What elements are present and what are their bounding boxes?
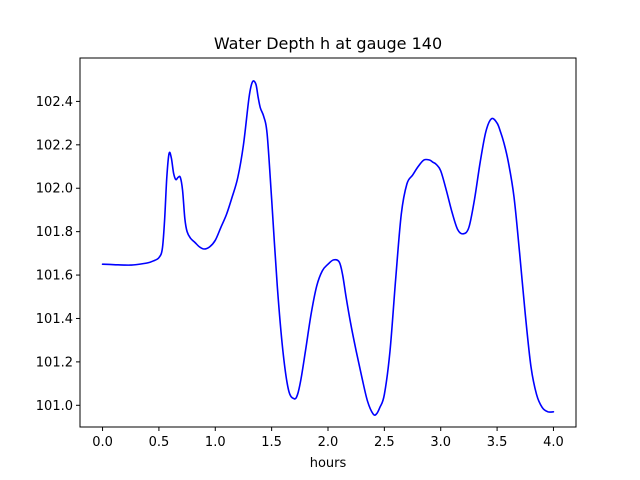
x-tick-label: 3.0 xyxy=(430,435,451,450)
x-tick-label: 1.0 xyxy=(205,435,226,450)
y-tick-label: 101.4 xyxy=(36,312,73,327)
plot-series-group xyxy=(101,80,555,417)
chart-title: Water Depth h at gauge 140 xyxy=(214,34,442,53)
x-axis: 0.0 0.5 1.0 1.5 2.0 2.5 3.0 3.5 4.0 xyxy=(92,427,564,450)
y-axis: 101.0 101.2 101.4 101.6 101.8 102.0 102.2 102.4 xyxy=(36,95,80,414)
x-tick-label: 2.0 xyxy=(318,435,339,450)
x-tick-label: 1.5 xyxy=(261,435,282,450)
y-tick-label: 101.8 xyxy=(36,225,73,240)
y-tick-label: 102.0 xyxy=(36,182,73,197)
x-tick-label: 0.5 xyxy=(149,435,170,450)
y-tick-label: 101.0 xyxy=(36,399,73,414)
x-axis-label: hours xyxy=(310,456,347,471)
y-tick-label: 101.2 xyxy=(36,355,73,370)
plot-frame xyxy=(79,57,577,428)
y-tick-label: 101.6 xyxy=(36,269,73,284)
x-tick-label: 3.5 xyxy=(487,435,508,450)
y-tick-label: 102.4 xyxy=(36,95,73,110)
x-tick-label: 4.0 xyxy=(543,435,564,450)
series-line-0 xyxy=(101,80,555,417)
x-tick-label: 0.0 xyxy=(92,435,113,450)
y-tick-label: 102.2 xyxy=(36,138,73,153)
x-tick-label: 2.5 xyxy=(374,435,395,450)
